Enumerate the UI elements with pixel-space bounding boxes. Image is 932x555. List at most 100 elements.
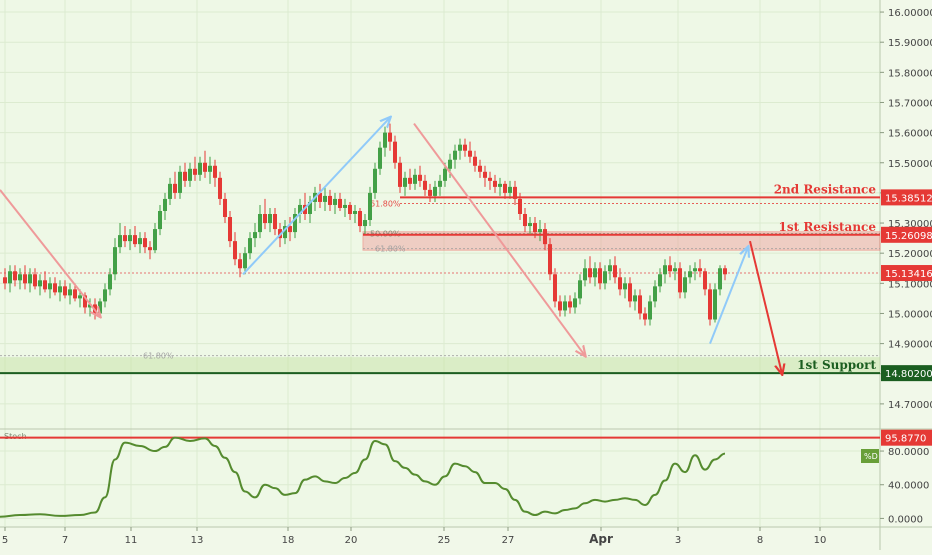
candle-body-77 [388,132,392,142]
price-tick-label-5: 15.50000 [888,159,932,170]
price-tick-label-2: 15.80000 [888,68,932,79]
price-tag-r2-text: 15.38512 [885,193,932,204]
candle-body-37 [188,168,192,181]
candle-body-139 [698,268,702,272]
candle-body-86 [433,186,437,196]
candle-body-137 [688,271,692,278]
candle-body-142 [713,289,717,320]
candle-body-67 [338,198,342,208]
candle-body-130 [653,286,657,302]
trend-arrow-4 [749,240,782,374]
time-tick-label-6: 25 [438,535,451,546]
price-tick-label-10: 15.00000 [888,309,932,320]
candle-body-91 [458,144,462,151]
candle-body-33 [168,183,172,199]
candle-body-129 [648,301,652,320]
candle-body-82 [413,174,417,184]
price-tick-label-11: 14.90000 [888,340,932,351]
candle-body-105 [528,223,532,227]
stoch-level-tag-bg [881,429,932,446]
candle-body-8 [43,280,47,290]
price-tick-label-4: 15.60000 [888,129,932,140]
candle-body-61 [308,201,312,214]
candle-body-54 [273,214,277,230]
candle-body-97 [488,177,492,181]
candle-body-144 [723,268,727,275]
trend-arrow-2 [413,122,585,356]
candle-body-36 [183,171,187,181]
candle-body-81 [408,177,412,184]
candle-body-119 [598,268,602,284]
stoch-d-badge-text: %D [864,452,878,461]
time-tick-label-0: 5 [2,535,8,546]
stoch-pane [0,430,880,526]
candle-body-66 [333,198,337,205]
candle-body-83 [418,174,422,181]
candle-body-49 [248,238,252,254]
candle-body-80 [403,177,407,187]
stoch-tick-label-0: 80.0000 [888,447,929,458]
time-tick-label-7: 27 [502,535,515,546]
candle-body-3 [18,274,22,281]
candle-body-98 [493,180,497,187]
time-tick-label-10: 8 [757,535,763,546]
candle-body-30 [153,229,157,251]
candle-body-44 [223,198,227,218]
candle-body-27 [138,238,142,245]
candle-body-29 [148,247,152,251]
candle-body-72 [363,220,367,227]
stoch-d-line [0,436,726,518]
candle-body-25 [128,235,132,242]
candle-body-9 [48,283,52,290]
candle-body-59 [298,204,302,214]
candle-body-135 [678,268,682,293]
candle-body-70 [353,210,357,214]
candle-body-52 [263,214,267,224]
time-tick-label-1: 7 [62,535,68,546]
price-tag-s1-text: 14.80200 [885,369,932,380]
candle-body-95 [478,165,482,172]
candle-body-85 [428,189,432,196]
candle-body-11 [58,286,62,293]
price-tag-s1-bg [881,365,932,382]
candle-body-0 [3,277,7,284]
candle-body-104 [523,214,527,227]
candle-body-15 [78,295,82,299]
candle-body-28 [143,238,147,248]
price-tick-label-3: 15.70000 [888,98,932,109]
candle-body-46 [233,241,237,260]
candle-body-53 [268,214,272,224]
candle-body-107 [538,229,542,233]
candle-body-71 [358,210,362,227]
candles [3,123,727,326]
candle-body-47 [238,259,242,269]
candle-body-90 [453,150,457,160]
candle-body-117 [588,268,592,278]
candle-body-16 [83,295,87,308]
price-tick-label-8: 15.20000 [888,249,932,260]
price-tag-r1-bg [881,226,932,243]
candle-body-84 [423,180,427,190]
candle-body-75 [378,147,382,169]
candle-body-20 [103,289,107,302]
candle-body-41 [208,165,212,172]
candle-body-43 [218,177,222,199]
candle-body-76 [383,132,387,148]
candle-body-1 [8,271,12,284]
candle-body-74 [373,168,377,193]
candle-body-39 [198,162,202,175]
candle-body-58 [293,214,297,233]
candle-body-40 [203,162,207,172]
candle-body-57 [288,226,292,233]
candle-body-127 [638,295,642,314]
candle-body-128 [643,313,647,320]
candle-body-108 [543,229,547,245]
candle-body-131 [658,274,662,287]
time-tick-label-5: 20 [345,535,358,546]
candle-body-14 [73,289,77,299]
candle-body-23 [118,235,122,248]
candle-body-92 [463,144,467,151]
candle-body-7 [38,280,42,287]
candle-body-121 [608,265,612,272]
